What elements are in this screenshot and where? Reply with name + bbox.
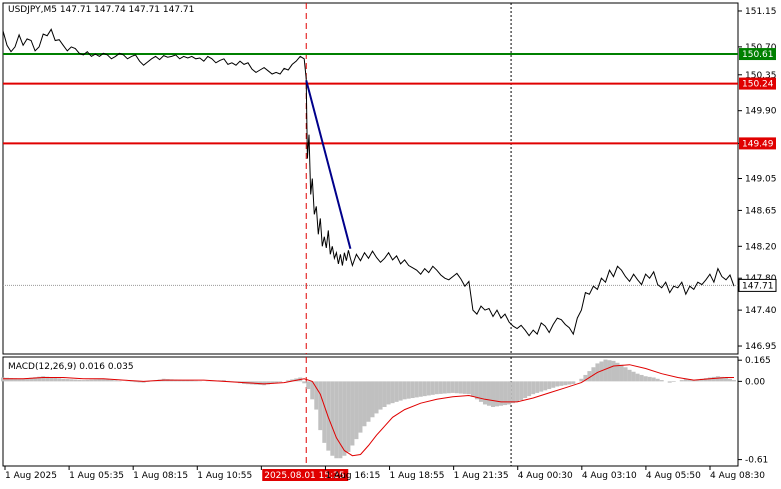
macd-y-tick-label: 0.165 xyxy=(745,356,771,366)
time-tick-label: 4 Aug 00:30 xyxy=(518,471,573,481)
current-price-tag xyxy=(738,278,777,292)
macd-y-tick-label: 0.00 xyxy=(745,377,765,387)
price-y-tick-label: 151.15 xyxy=(745,7,777,17)
time-tick-label: 1 Aug 2025 xyxy=(5,471,57,481)
macd-y-tick-label: -0.61 xyxy=(745,456,768,466)
price-y-tick-label: 146.95 xyxy=(745,342,777,352)
price-y-tick-label: 148.65 xyxy=(745,206,777,216)
highlighted-time-label: 2025.08.01 15:25 xyxy=(264,471,344,481)
price-y-tick-label: 147.40 xyxy=(745,306,777,316)
macd-pane-frame xyxy=(2,356,739,467)
time-tick-label: 1 Aug 21:35 xyxy=(454,471,509,481)
time-tick-label: 1 Aug 05:35 xyxy=(69,471,124,481)
time-tick-label: 1 Aug 10:55 xyxy=(197,471,252,481)
price-y-tick-label: 150.70 xyxy=(745,43,777,53)
price-y-tick-label: 150.35 xyxy=(745,71,777,81)
trend-line xyxy=(305,80,352,249)
macd-pane[interactable]: 0.165 0.00 -0.61 xyxy=(1,356,771,467)
time-tick-label: 1 Aug 18:55 xyxy=(390,471,445,481)
level-tag-label: 150.24 xyxy=(742,80,774,90)
macd-header: MACD(12,26,9) 0.016 0.035 xyxy=(8,362,134,372)
time-axis: 1 Aug 2025 1 Aug 05:35 1 Aug 08:15 1 Aug 10… xyxy=(4,466,765,481)
time-tick-label: 1 Aug 08:15 xyxy=(133,471,188,481)
level-tag-label: 150.61 xyxy=(742,50,774,60)
time-tick-label: 4 Aug 05:50 xyxy=(646,471,701,481)
highlighted-time-tag xyxy=(262,469,349,481)
time-tick-label: 4 Aug 03:10 xyxy=(582,471,637,481)
level-tag-150.61 xyxy=(739,48,776,61)
price-y-tick-label: 148.20 xyxy=(745,242,777,252)
time-tick-label: 4 Aug 08:30 xyxy=(710,471,765,481)
price-series-line xyxy=(2,28,735,337)
price-y-tick-label: 149.90 xyxy=(745,107,777,117)
price-pane[interactable]: 151.15 150.70 150.35 149.90 149.49 149.05 148.… xyxy=(2,2,777,355)
level-tag-label: 149.49 xyxy=(742,139,774,149)
level-tag-150.24 xyxy=(739,77,776,90)
price-y-tick-label: 149.05 xyxy=(745,175,777,185)
level-tag-149.49 xyxy=(739,137,776,150)
macd-signal-line xyxy=(3,364,734,457)
symbol-header: USDJPY,M5 147.71 147.74 147.71 147.71 xyxy=(8,5,194,15)
current-price-label: 147.71 xyxy=(742,281,774,291)
time-tick-label: 1 Aug 16:15 xyxy=(325,471,380,481)
